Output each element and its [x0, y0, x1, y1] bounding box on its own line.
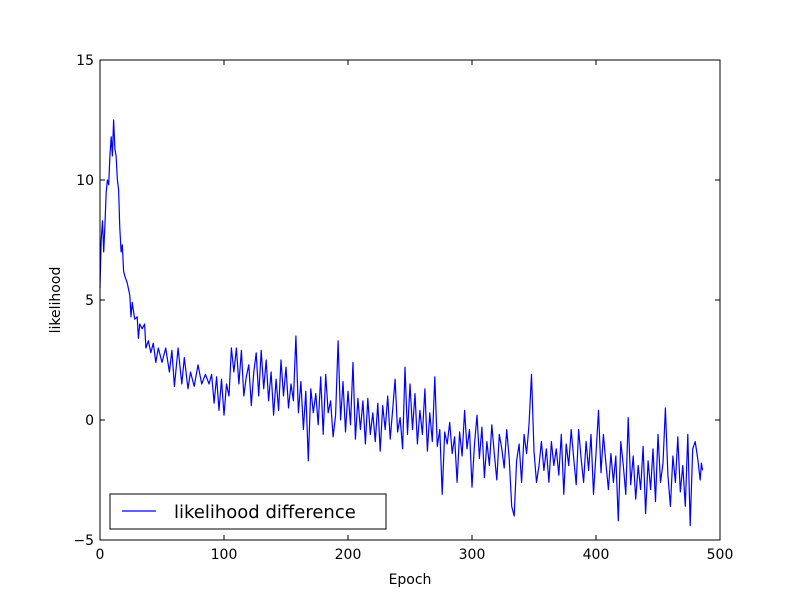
legend-label: likelihood difference	[174, 502, 356, 523]
plot-frame	[99, 59, 721, 541]
x-tick-label: 400	[583, 547, 610, 563]
y-tick-label: 15	[76, 53, 94, 69]
x-axis-label: Epoch	[389, 572, 432, 588]
legend: likelihood difference	[109, 493, 387, 530]
x-tick-label: 200	[335, 547, 362, 563]
y-tick-label: 0	[85, 413, 94, 429]
y-axis-label: likelihood	[48, 267, 64, 334]
y-tick-label: 10	[76, 173, 94, 189]
x-tick-label: 0	[96, 547, 105, 563]
series-layer	[99, 119, 704, 527]
x-tick-label: 500	[707, 547, 734, 563]
y-tick-label: 5	[85, 293, 94, 309]
x-tick-label: 100	[211, 547, 238, 563]
plot-background	[100, 60, 720, 540]
y-tick-label: −5	[73, 533, 94, 549]
series-line-likelihood-difference	[99, 119, 704, 527]
x-tick-label: 300	[459, 547, 486, 563]
